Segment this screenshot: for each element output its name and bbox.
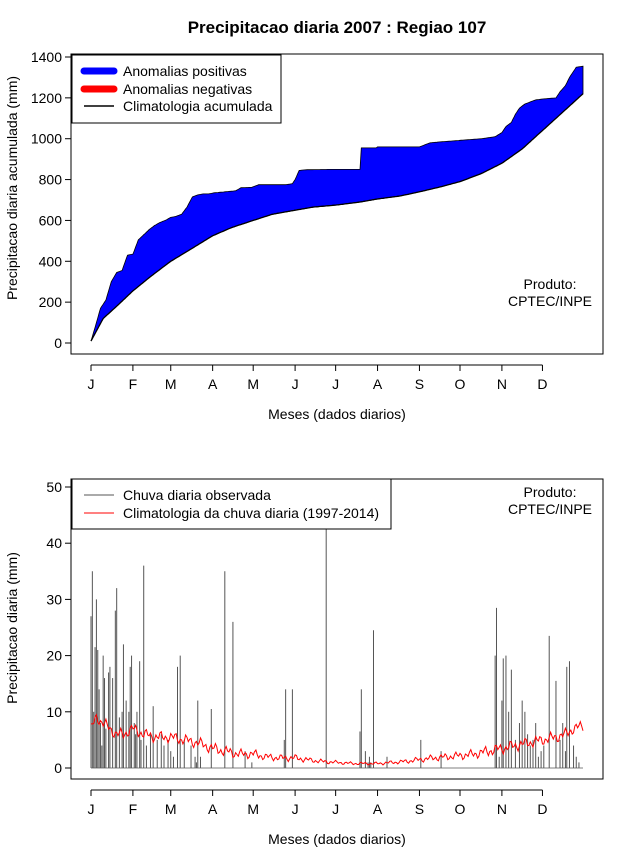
c1-x-tick-label: J xyxy=(332,376,339,392)
c1-y-tick-label: 400 xyxy=(39,253,63,269)
chart-title: Precipitacao diaria 2007 : Regiao 107 xyxy=(188,18,487,37)
c1-x-tick-label: N xyxy=(497,376,507,392)
c2-x-tick-label: A xyxy=(373,801,383,817)
legend-daily-climatology-label: Climatologia da chuva diaria (1997-2014) xyxy=(123,505,379,521)
daily-chart: 0 10 20 30 40 50 J F M A M J J A S O N D Precipitacao di… xyxy=(4,478,604,847)
daily-legend: Chuva diaria observada Climatologia da c… xyxy=(71,478,392,530)
c1-x-tick-label: A xyxy=(208,376,218,392)
legend-negative-label: Anomalias negativas xyxy=(123,81,252,97)
c1-y-tick-label: 800 xyxy=(39,172,63,188)
daily-legend-box xyxy=(71,478,392,530)
c1-y-tick-label: 600 xyxy=(39,212,63,228)
c2-x-tick-label: N xyxy=(497,801,507,817)
c2-x-tick-label: O xyxy=(455,801,466,817)
accumulated-plot-area xyxy=(90,65,584,342)
c1-x-tick-label: O xyxy=(455,376,466,392)
c1-x-tick-label: F xyxy=(129,376,138,392)
c2-x-tick-label: D xyxy=(537,801,547,817)
c1-x-tick-label: S xyxy=(415,376,424,392)
c2-x-tick-label: J xyxy=(88,801,95,817)
c2-x-tick-label: M xyxy=(165,801,177,817)
c2-x-tick-label: J xyxy=(292,801,299,817)
c1-x-tick-label: J xyxy=(88,376,95,392)
accumulated-product-source: CPTEC/INPE xyxy=(508,293,592,309)
daily-climatology-line xyxy=(90,713,584,766)
c1-y-tick-label: 0 xyxy=(54,335,62,351)
c2-y-tick-label: 30 xyxy=(46,591,62,607)
c1-x-tick-label: A xyxy=(373,376,383,392)
accumulated-y-axis: 0 200 400 600 800 1000 1200 1400 xyxy=(31,49,72,351)
c2-y-tick-label: 10 xyxy=(46,704,62,720)
accumulated-ylabel: Precipitacao diaria acumulada (mm) xyxy=(4,76,20,300)
daily-product-label: Produto: xyxy=(524,484,577,500)
daily-ylabel: Precipitacao diaria (mm) xyxy=(4,552,20,704)
c1-x-tick-label: J xyxy=(292,376,299,392)
daily-xlabel: Meses (dados diarios) xyxy=(268,831,406,847)
accumulated-xlabel: Meses (dados diarios) xyxy=(268,406,406,422)
c2-y-tick-label: 0 xyxy=(54,760,62,776)
c1-y-tick-label: 1000 xyxy=(31,131,62,147)
c1-x-tick-label: D xyxy=(537,376,547,392)
c2-x-tick-label: F xyxy=(129,801,138,817)
c2-x-tick-label: M xyxy=(247,801,259,817)
daily-product-source: CPTEC/INPE xyxy=(508,501,592,517)
c2-x-tick-label: A xyxy=(208,801,218,817)
legend-positive-label: Anomalias positivas xyxy=(123,63,247,79)
legend-observed-label: Chuva diaria observada xyxy=(123,487,271,503)
c2-y-tick-label: 40 xyxy=(46,535,62,551)
daily-plot-area xyxy=(90,526,584,769)
c2-x-tick-label: S xyxy=(415,801,424,817)
c2-y-tick-label: 20 xyxy=(46,648,62,664)
climatology-accumulated-line xyxy=(90,93,584,342)
c1-x-tick-label: M xyxy=(247,376,259,392)
c1-y-tick-label: 200 xyxy=(39,294,63,310)
accumulated-chart: 0 200 400 600 800 1000 1200 1400 J F M A M J J A S O N D P… xyxy=(4,49,604,422)
accumulated-legend: Anomalias positivas Anomalias negativas … xyxy=(71,54,282,124)
c1-y-tick-label: 1200 xyxy=(31,90,62,106)
c2-x-tick-label: J xyxy=(332,801,339,817)
legend-climatology-label: Climatologia acumulada xyxy=(123,98,273,114)
c2-y-tick-label: 50 xyxy=(46,479,62,495)
daily-y-axis: 0 10 20 30 40 50 xyxy=(46,479,72,776)
accumulated-product-label: Produto: xyxy=(524,276,577,292)
c1-y-tick-label: 1400 xyxy=(31,49,62,65)
c1-x-tick-label: M xyxy=(165,376,177,392)
